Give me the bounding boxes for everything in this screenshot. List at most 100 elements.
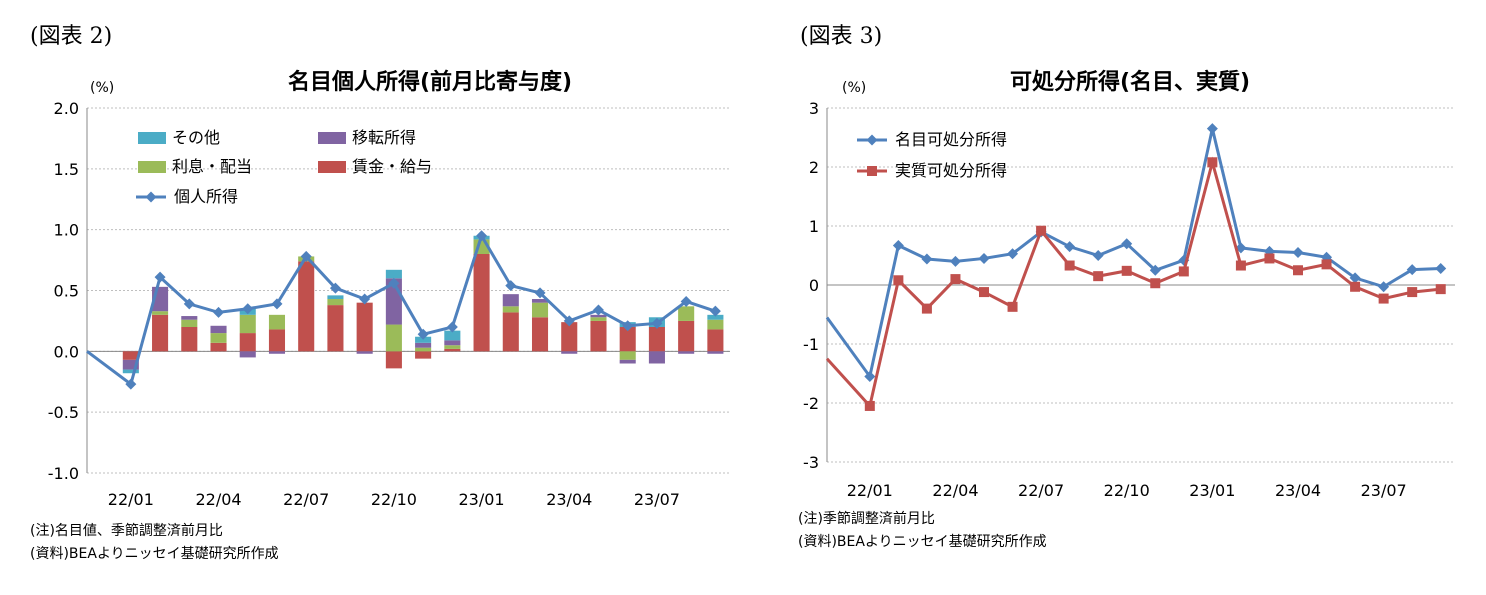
y-tick-label: -3 bbox=[803, 453, 819, 472]
data-point bbox=[921, 303, 932, 314]
data-point bbox=[329, 282, 341, 294]
legend-label: 実質可処分所得 bbox=[895, 161, 1007, 180]
bar-segment bbox=[444, 340, 461, 346]
series-line bbox=[86, 232, 716, 387]
bar-segment bbox=[678, 306, 695, 321]
chart-title-personal-income: 名目個人所得(前月比寄与度) bbox=[287, 70, 573, 95]
data-point bbox=[1121, 238, 1133, 250]
bar-segment bbox=[181, 316, 198, 320]
data-point bbox=[709, 305, 721, 317]
y-tick-label: -1 bbox=[803, 335, 819, 354]
bar-segment bbox=[502, 312, 519, 352]
legend-label: 賃金・給与 bbox=[352, 157, 432, 176]
data-point bbox=[213, 306, 225, 318]
bar-segment bbox=[327, 295, 344, 300]
y-tick-label: 0.5 bbox=[54, 282, 79, 301]
bar-segment bbox=[707, 319, 724, 330]
data-point bbox=[1007, 248, 1019, 260]
bar-segment bbox=[152, 311, 169, 315]
legend-marker bbox=[145, 191, 157, 203]
data-point bbox=[1407, 287, 1418, 298]
data-point bbox=[154, 271, 166, 283]
legend-swatch bbox=[318, 132, 346, 144]
legend-swatch bbox=[318, 161, 346, 173]
x-tick-label: 22/07 bbox=[1018, 481, 1064, 500]
legend-label: 個人所得 bbox=[174, 187, 238, 206]
legend-swatch bbox=[138, 132, 166, 144]
data-point bbox=[949, 255, 961, 267]
data-point bbox=[893, 275, 904, 286]
bar-segment bbox=[122, 351, 139, 360]
y-tick-label: -0.5 bbox=[48, 403, 79, 422]
bar-segment bbox=[444, 345, 461, 349]
bar-segment bbox=[181, 319, 198, 327]
x-tick-label: 22/04 bbox=[195, 490, 241, 509]
bar-segment bbox=[268, 351, 286, 354]
bar-segment bbox=[385, 269, 402, 279]
y-tick-label: 1.5 bbox=[54, 160, 79, 179]
x-tick-label: 22/01 bbox=[108, 490, 154, 509]
bar-segment bbox=[239, 351, 256, 358]
y-tick-label: -2 bbox=[803, 394, 819, 413]
data-point bbox=[563, 315, 575, 327]
data-point bbox=[476, 230, 488, 242]
chart-title-disposable-income: 可処分所得(名目、実質) bbox=[1009, 70, 1251, 95]
data-point bbox=[1435, 284, 1446, 295]
unit-label-left: (%) bbox=[90, 80, 115, 96]
data-point bbox=[1235, 260, 1246, 271]
legend-swatch bbox=[138, 161, 166, 173]
data-point bbox=[388, 277, 400, 289]
data-point bbox=[183, 298, 195, 310]
bar-segment bbox=[239, 333, 256, 352]
bar-segment bbox=[648, 327, 665, 352]
data-point bbox=[1207, 157, 1218, 168]
legend-marker bbox=[867, 166, 877, 176]
bar-segment bbox=[590, 317, 607, 321]
legend-label: 移転所得 bbox=[352, 128, 416, 147]
series-line bbox=[825, 156, 1441, 410]
bar-segment bbox=[561, 322, 578, 352]
bar-segment bbox=[707, 314, 724, 320]
series-line bbox=[825, 128, 1441, 381]
data-point bbox=[1264, 253, 1275, 264]
data-point bbox=[1150, 278, 1161, 289]
data-point bbox=[300, 250, 312, 262]
bar-segment bbox=[561, 351, 578, 354]
y-tick-label: 0 bbox=[809, 276, 819, 295]
bar-segment bbox=[531, 317, 549, 352]
x-tick-label: 22/10 bbox=[1104, 481, 1150, 500]
bar-segment bbox=[648, 351, 665, 364]
data-point bbox=[1121, 265, 1132, 276]
data-point bbox=[1435, 262, 1447, 274]
data-point bbox=[1293, 265, 1303, 276]
bar-segment bbox=[707, 329, 724, 352]
x-tick-label: 22/07 bbox=[283, 490, 329, 509]
data-point bbox=[1206, 123, 1218, 135]
bar-segment bbox=[327, 299, 344, 306]
data-point bbox=[864, 370, 876, 382]
bar-segment bbox=[181, 327, 198, 352]
y-tick-label: -1.0 bbox=[48, 464, 79, 483]
data-point bbox=[1064, 260, 1075, 271]
bar-segment bbox=[678, 320, 695, 352]
y-tick-label: 2 bbox=[809, 158, 819, 177]
data-point bbox=[622, 320, 634, 332]
data-point bbox=[651, 317, 663, 329]
data-point bbox=[1378, 281, 1390, 293]
data-point bbox=[680, 295, 692, 307]
data-point bbox=[979, 287, 989, 298]
bar-segment bbox=[590, 314, 607, 318]
data-point bbox=[950, 274, 961, 285]
x-tick-label: 23/04 bbox=[546, 490, 592, 509]
data-point bbox=[864, 400, 875, 411]
data-point bbox=[1092, 250, 1104, 261]
legend-label: その他 bbox=[172, 128, 220, 147]
bar-segment bbox=[502, 294, 519, 307]
bar-segment bbox=[210, 342, 227, 352]
x-tick-label: 23/01 bbox=[1189, 481, 1235, 500]
bar-segment bbox=[619, 351, 636, 360]
data-point bbox=[1036, 225, 1047, 236]
personal-income-chart: 2.0 1.5 1.0 0.5 0.0 -0.5 -1.0 22/01 22/04 22/07 22… bbox=[48, 99, 730, 509]
disposable-income-chart: 3 2 1 0 -1 -2 -3 22/01 22/04 22/07 22/10 23/01 23/04… bbox=[803, 99, 1455, 500]
y-tick-label: 3 bbox=[809, 99, 819, 118]
